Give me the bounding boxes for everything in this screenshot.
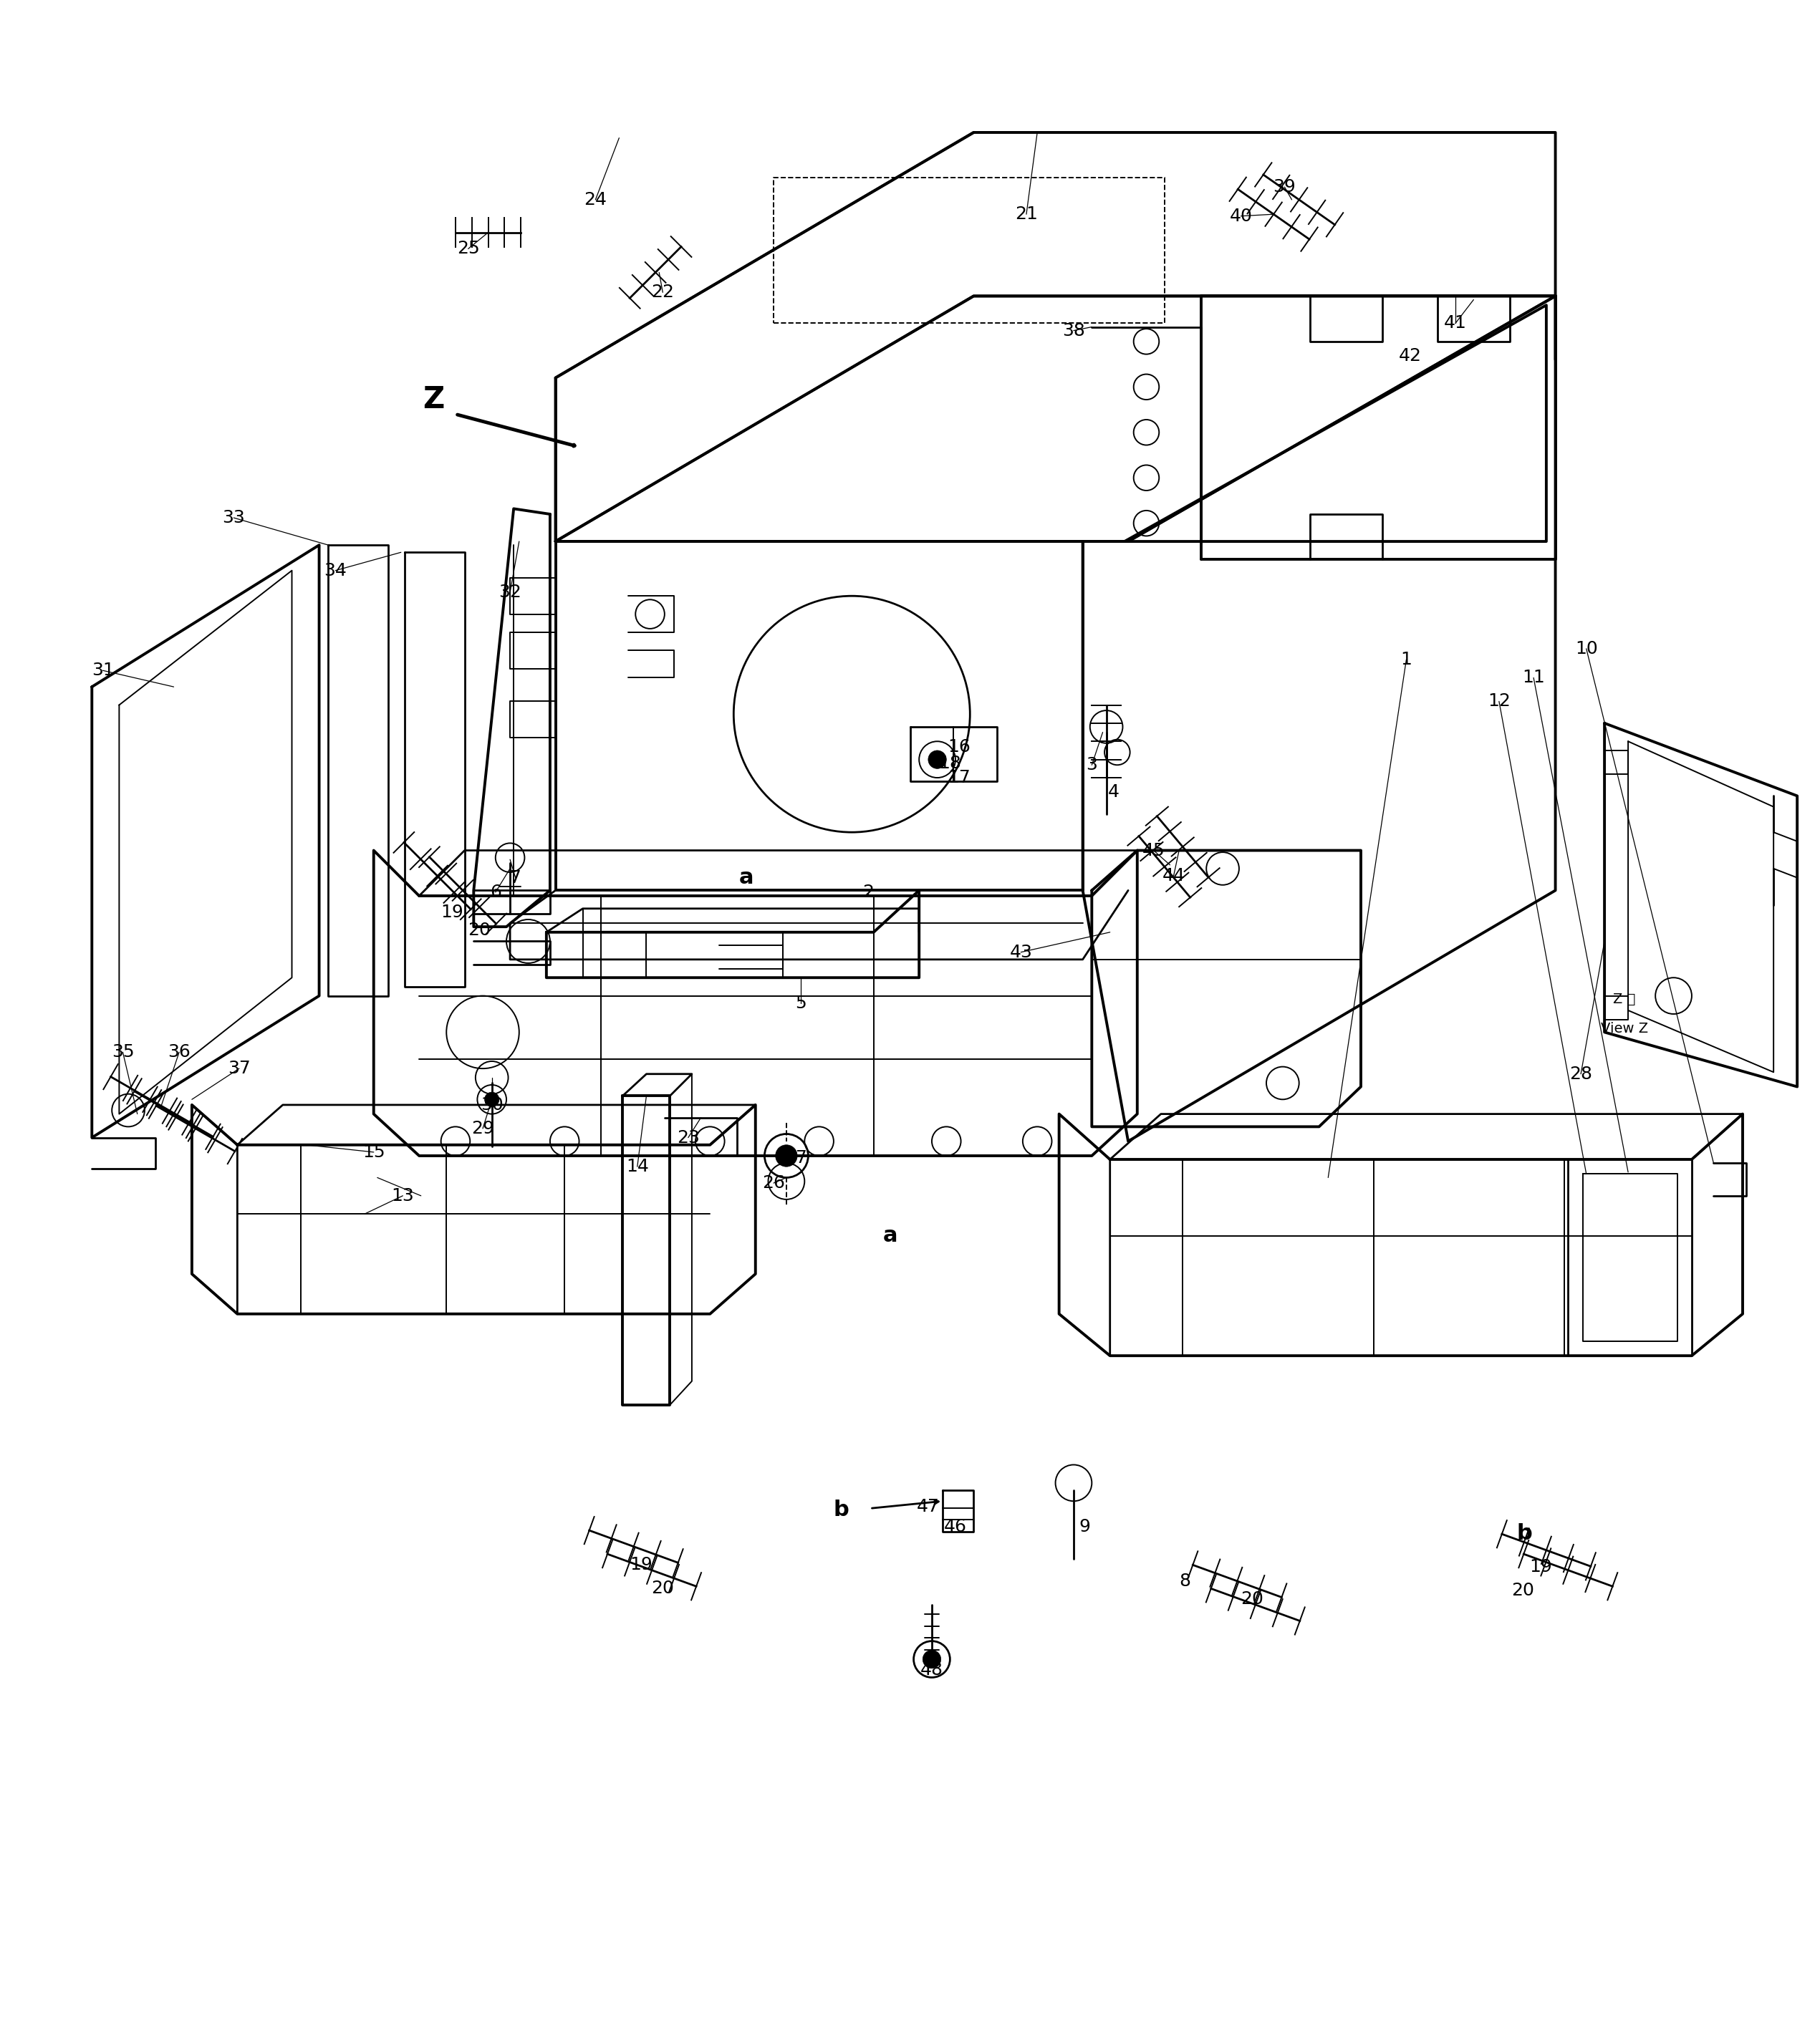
Text: 22: 22 — [652, 284, 673, 300]
Text: 6: 6 — [490, 884, 500, 900]
Text: 23: 23 — [677, 1130, 699, 1146]
Text: 45: 45 — [1143, 842, 1165, 860]
Text: 43: 43 — [1010, 943, 1032, 961]
Text: 29: 29 — [471, 1119, 495, 1138]
Text: 35: 35 — [111, 1044, 135, 1061]
Text: 15: 15 — [362, 1144, 386, 1160]
Text: 17: 17 — [948, 769, 970, 787]
Text: 36: 36 — [167, 1044, 191, 1061]
Text: 16: 16 — [948, 738, 970, 754]
Text: 13: 13 — [391, 1186, 415, 1205]
Text: Z: Z — [422, 385, 444, 414]
Text: 48: 48 — [921, 1661, 943, 1679]
Text: a: a — [883, 1225, 897, 1245]
Text: 19: 19 — [440, 904, 464, 921]
Text: 26: 26 — [763, 1174, 784, 1192]
Text: 19: 19 — [630, 1555, 652, 1574]
Text: 34: 34 — [324, 562, 348, 580]
Text: 42: 42 — [1398, 347, 1421, 365]
Circle shape — [928, 750, 946, 769]
Text: 8: 8 — [1179, 1572, 1190, 1590]
Text: 41: 41 — [1443, 314, 1467, 333]
Text: 1: 1 — [1401, 651, 1412, 667]
Text: 20: 20 — [468, 923, 491, 939]
Text: 38: 38 — [1063, 322, 1085, 339]
Circle shape — [484, 1093, 499, 1107]
Text: 47: 47 — [917, 1499, 939, 1515]
Text: 20: 20 — [1241, 1590, 1263, 1608]
Text: 2: 2 — [863, 884, 874, 900]
Text: 46: 46 — [945, 1519, 966, 1535]
Text: 10: 10 — [1574, 641, 1598, 657]
Text: 40: 40 — [1230, 207, 1252, 225]
Text: 24: 24 — [584, 191, 606, 209]
Text: 31: 31 — [91, 661, 115, 679]
Text: 33: 33 — [222, 509, 246, 527]
Circle shape — [923, 1651, 941, 1669]
Text: 20: 20 — [1511, 1582, 1534, 1598]
Text: b: b — [834, 1501, 848, 1521]
Text: 7: 7 — [510, 870, 521, 886]
Text: 5: 5 — [795, 994, 806, 1012]
Text: 20: 20 — [652, 1580, 673, 1596]
Text: 32: 32 — [499, 584, 522, 600]
Text: b: b — [1516, 1523, 1532, 1543]
Text: 25: 25 — [457, 239, 480, 258]
Text: Z 視: Z 視 — [1613, 992, 1636, 1006]
Text: 39: 39 — [1274, 178, 1296, 195]
Text: 44: 44 — [1163, 868, 1185, 884]
Circle shape — [775, 1146, 797, 1166]
Text: a: a — [739, 868, 753, 888]
Text: View Z: View Z — [1602, 1022, 1649, 1036]
Text: 3: 3 — [1087, 756, 1097, 773]
Text: 9: 9 — [1079, 1519, 1090, 1535]
Text: 11: 11 — [1522, 669, 1545, 685]
Text: 28: 28 — [1569, 1065, 1592, 1083]
Text: 12: 12 — [1487, 694, 1511, 710]
Text: 14: 14 — [626, 1158, 648, 1176]
Text: 27: 27 — [784, 1150, 806, 1166]
Text: 30: 30 — [480, 1097, 502, 1113]
Text: 21: 21 — [1016, 205, 1037, 223]
Text: 4: 4 — [1108, 783, 1119, 801]
Text: 37: 37 — [228, 1061, 251, 1077]
Text: 18: 18 — [939, 754, 961, 773]
Text: 19: 19 — [1529, 1558, 1552, 1576]
